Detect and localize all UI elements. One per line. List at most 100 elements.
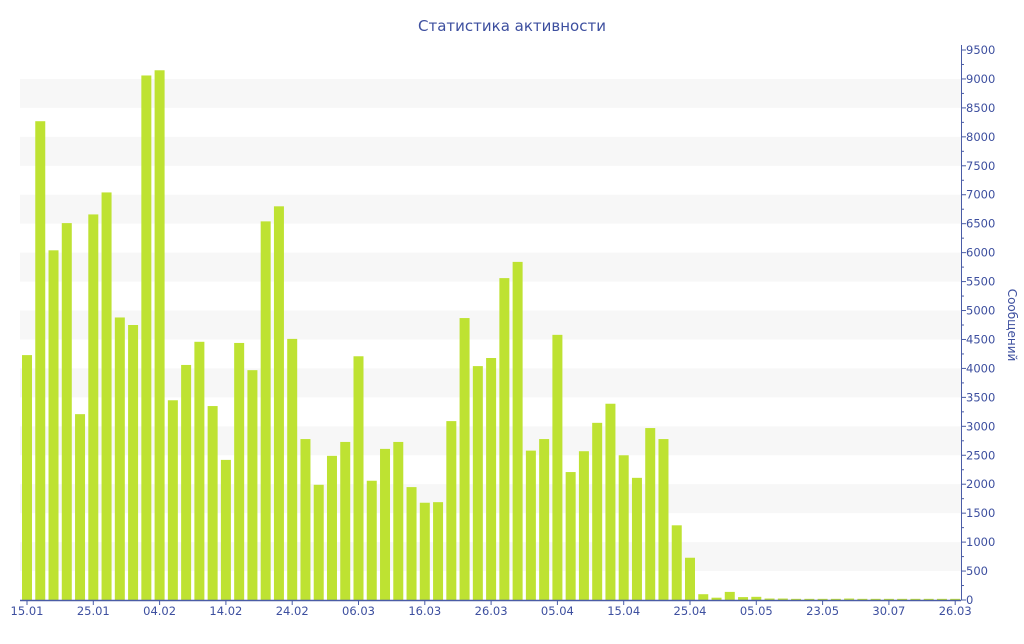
bar xyxy=(870,598,881,600)
bar xyxy=(923,598,934,600)
bar xyxy=(128,325,139,600)
bar xyxy=(685,557,695,600)
bar xyxy=(326,455,337,600)
bar xyxy=(101,192,112,600)
bar xyxy=(897,598,908,600)
bar xyxy=(592,422,603,600)
bar xyxy=(499,278,510,600)
grid-bands xyxy=(20,78,961,572)
y-tick-label: 2500 xyxy=(966,448,995,462)
x-tick-label: 14.02 xyxy=(209,604,242,618)
bar xyxy=(565,472,576,600)
bar xyxy=(247,370,258,600)
grid-band xyxy=(20,78,961,108)
y-tick-label: 4500 xyxy=(966,332,995,346)
x-tick-label: 25.04 xyxy=(674,604,707,618)
bar xyxy=(220,459,231,600)
chart-title: Статистика активности xyxy=(418,17,606,35)
y-tick-label: 0 xyxy=(966,593,973,607)
bar xyxy=(48,250,59,600)
grid-band xyxy=(20,252,961,282)
bar xyxy=(167,400,178,600)
x-tick-label: 05.04 xyxy=(541,604,574,618)
y-tick-label: 2000 xyxy=(966,477,995,491)
x-axis: 15.01 25.01 04.02 14.02 24.02 06.03 16.03 26.03… xyxy=(11,599,972,618)
bar xyxy=(75,414,86,600)
bar xyxy=(698,594,709,600)
bar xyxy=(777,598,788,600)
bar xyxy=(366,480,377,600)
bar xyxy=(260,221,271,601)
x-tick-label: 25.01 xyxy=(77,604,110,618)
bar xyxy=(618,455,629,600)
bar xyxy=(459,318,470,600)
x-tick-label: 04.02 xyxy=(143,604,176,618)
y-tick-label: 3500 xyxy=(966,390,995,404)
bar xyxy=(552,334,563,600)
bar xyxy=(936,598,947,600)
bar xyxy=(910,598,921,600)
bar xyxy=(751,596,762,600)
bar xyxy=(631,477,642,600)
bar xyxy=(380,448,391,600)
y-tick-label: 7000 xyxy=(966,188,995,202)
bar xyxy=(234,342,245,600)
bar xyxy=(273,206,284,600)
bar xyxy=(645,428,656,600)
bar xyxy=(817,598,828,600)
bar xyxy=(512,261,523,600)
bar xyxy=(300,439,311,600)
y-axis: 0 500 1000 1500 2000 2500 3000 3500 4000 4500 5000… xyxy=(961,43,995,607)
x-tick-label: 06.03 xyxy=(342,604,375,618)
y-tick-label: 5000 xyxy=(966,304,995,318)
bar xyxy=(671,525,682,600)
bar xyxy=(88,214,99,600)
x-tick-label: 15.01 xyxy=(11,604,44,618)
bar xyxy=(804,598,815,600)
y-tick-label: 1000 xyxy=(966,535,995,549)
bars xyxy=(22,70,961,601)
bar xyxy=(446,421,457,600)
y-tick-label: 500 xyxy=(966,564,988,578)
x-tick-label: 24.02 xyxy=(276,604,309,618)
bar xyxy=(857,598,868,600)
x-tick-label: 05.05 xyxy=(740,604,773,618)
bar xyxy=(883,598,894,600)
bar xyxy=(313,484,324,600)
bar xyxy=(433,502,444,600)
bar xyxy=(22,355,32,600)
bar xyxy=(114,317,125,600)
grid-band xyxy=(20,136,961,166)
bar xyxy=(578,451,589,600)
y-tick-label: 1500 xyxy=(966,506,995,520)
y-tick-label: 5500 xyxy=(966,275,995,289)
bar xyxy=(181,364,192,600)
y-tick-label: 8500 xyxy=(966,101,995,115)
bar xyxy=(950,598,961,600)
y-tick-label: 4000 xyxy=(966,361,995,375)
bar xyxy=(353,356,364,600)
bar xyxy=(472,366,483,600)
bar xyxy=(844,598,855,600)
bar xyxy=(658,439,669,600)
bar xyxy=(711,597,722,600)
bar xyxy=(539,439,550,600)
grid-band xyxy=(20,310,961,340)
bar xyxy=(340,441,351,600)
bar xyxy=(764,598,775,600)
y-tick-label: 3000 xyxy=(966,419,995,433)
bar xyxy=(406,487,417,600)
x-tick-label: 26.03 xyxy=(939,604,972,618)
bar xyxy=(154,70,165,600)
bar xyxy=(605,403,616,600)
y-tick-label: 9000 xyxy=(966,72,995,86)
x-tick-label: 15.04 xyxy=(607,604,640,618)
y-tick-label: 8000 xyxy=(966,130,995,144)
bar xyxy=(791,598,802,600)
y-tick-label: 9500 xyxy=(966,43,995,57)
x-tick-label: 16.03 xyxy=(408,604,441,618)
y-tick-label: 7500 xyxy=(966,159,995,173)
bar xyxy=(419,502,430,600)
grid-band xyxy=(20,194,961,224)
